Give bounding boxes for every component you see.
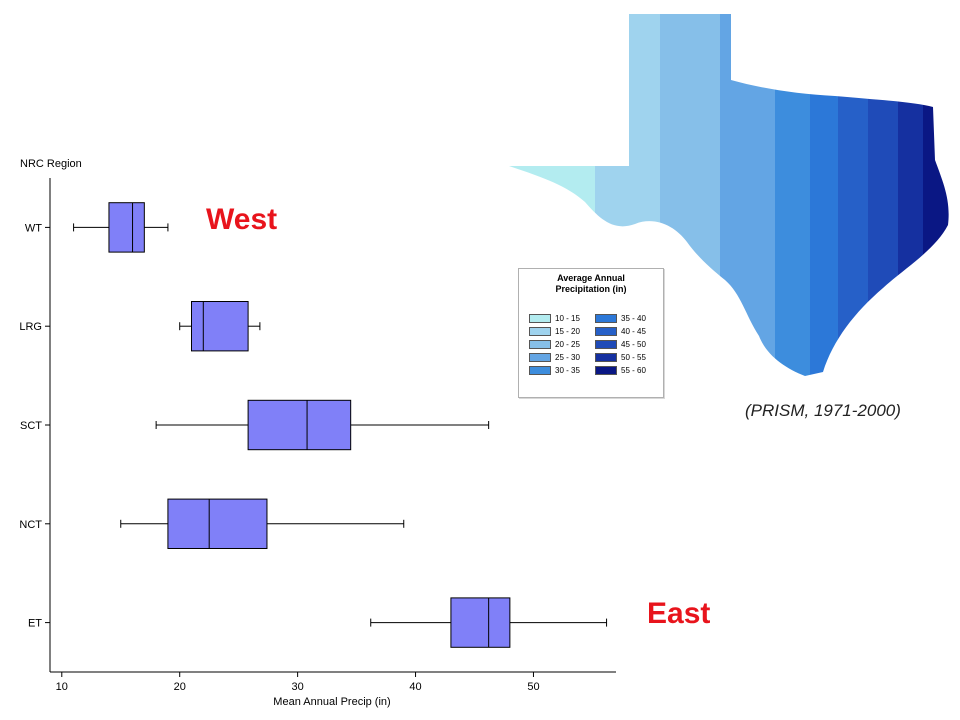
legend-label: 35 - 40 — [621, 313, 646, 323]
east-label: East — [647, 597, 711, 630]
legend-item: 20 - 25 — [529, 339, 595, 349]
ticks-layer: WT LRG SCT NCT ET 10 20 30 40 50 — [19, 222, 539, 693]
box-sct — [155, 399, 490, 451]
legend-item: 55 - 60 — [595, 365, 661, 375]
legend-label: 10 - 15 — [555, 313, 580, 323]
x-tick-label: 10 — [56, 681, 68, 693]
legend-item: 35 - 40 — [595, 313, 661, 323]
legend-item: 50 - 55 — [595, 352, 661, 362]
legend-label: 30 - 35 — [555, 365, 580, 375]
source-citation: (PRISM, 1971-2000) — [745, 401, 901, 420]
legend-swatch — [529, 339, 551, 349]
legend-swatch — [595, 313, 617, 323]
legend-swatch — [529, 326, 551, 336]
y-tick-label: WT — [25, 222, 42, 234]
legend-title: Average Annual Precipitation (in) — [555, 273, 627, 294]
box-lrg — [179, 301, 261, 352]
x-tick-label: 20 — [174, 681, 186, 693]
legend-item: 30 - 35 — [529, 365, 595, 375]
legend-label: 40 - 45 — [621, 326, 646, 336]
legend-swatch — [595, 365, 617, 375]
x-axis-title: Mean Annual Precip (in) — [273, 696, 390, 708]
legend-swatch — [529, 313, 551, 323]
iqr-box — [450, 597, 511, 648]
iqr-box — [247, 399, 352, 451]
legend-label: 25 - 30 — [555, 352, 580, 362]
y-tick-label: SCT — [20, 420, 42, 432]
box-nct — [120, 498, 405, 550]
legend-label: 50 - 55 — [621, 352, 646, 362]
x-tick-label: 30 — [292, 681, 304, 693]
y-tick-label: NCT — [19, 519, 42, 531]
legend-label: 20 - 25 — [555, 339, 580, 349]
legend-swatch — [595, 326, 617, 336]
legend-grid: 10 - 15 35 - 40 15 - 20 40 - 45 20 - 25 … — [529, 313, 661, 375]
legend-label: 45 - 50 — [621, 339, 646, 349]
west-label: West — [206, 203, 278, 236]
y-tick-label: ET — [28, 618, 42, 630]
map-legend: Average Annual Precipitation (in) 10 - 1… — [518, 268, 664, 398]
legend-label: 15 - 20 — [555, 326, 580, 336]
y-tick-label: LRG — [19, 321, 42, 333]
x-tick-label: 40 — [409, 681, 421, 693]
legend-item: 10 - 15 — [529, 313, 595, 323]
boxes-layer — [73, 202, 608, 648]
legend-item: 15 - 20 — [529, 326, 595, 336]
legend-label: 55 - 60 — [621, 365, 646, 375]
iqr-box — [167, 498, 268, 550]
box-wt — [73, 202, 169, 253]
legend-swatch — [595, 339, 617, 349]
y-axis-title: NRC Region — [20, 158, 82, 170]
legend-item: 45 - 50 — [595, 339, 661, 349]
iqr-box — [191, 301, 249, 352]
legend-item: 40 - 45 — [595, 326, 661, 336]
legend-swatch — [529, 365, 551, 375]
legend-swatch — [529, 352, 551, 362]
box-et — [370, 597, 608, 648]
x-tick-label: 50 — [527, 681, 539, 693]
legend-item: 25 - 30 — [529, 352, 595, 362]
legend-swatch — [595, 352, 617, 362]
iqr-box — [108, 202, 145, 253]
